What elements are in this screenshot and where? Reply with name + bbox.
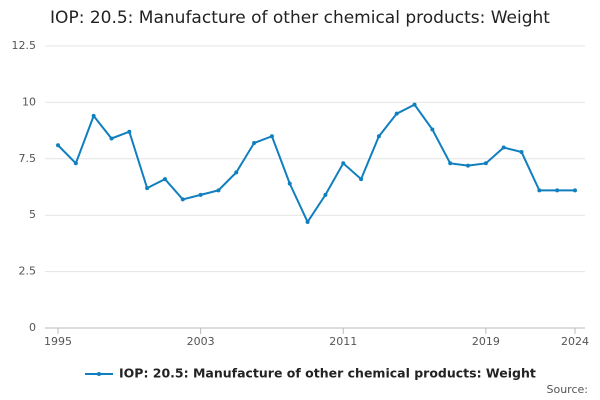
point <box>501 145 506 150</box>
point <box>269 134 274 139</box>
point <box>252 141 257 146</box>
point <box>483 161 488 166</box>
point <box>145 186 150 191</box>
x-tick-label: 2019 <box>472 335 500 348</box>
point <box>394 111 399 116</box>
point <box>73 161 78 166</box>
point <box>448 161 453 166</box>
point <box>573 188 577 193</box>
chart-title: IOP: 20.5: Manufacture of other chemical… <box>50 8 550 28</box>
point <box>323 192 328 197</box>
point <box>305 219 310 224</box>
point <box>287 181 292 186</box>
legend-label: IOP: 20.5: Manufacture of other chemical… <box>119 366 536 381</box>
point <box>127 129 132 134</box>
point <box>376 134 381 139</box>
point <box>412 102 417 107</box>
y-tick-label: 0 <box>29 321 36 334</box>
line <box>57 103 575 225</box>
point <box>109 136 114 141</box>
x-tick-label: 1995 <box>44 335 72 348</box>
y-tick-label: 7.5 <box>19 152 37 165</box>
point <box>234 170 239 175</box>
x-tick-label: 2003 <box>187 335 215 348</box>
point <box>180 197 185 202</box>
y-tick-label: 12.5 <box>12 39 37 52</box>
point <box>198 192 203 197</box>
x-tick-label: 2024 <box>561 335 589 348</box>
y-tick-label: 2.5 <box>19 265 37 278</box>
point <box>430 127 435 132</box>
point <box>56 143 60 148</box>
point <box>537 188 542 193</box>
point <box>555 188 560 193</box>
x-tick-label: 2011 <box>329 335 357 348</box>
point <box>519 150 524 155</box>
point <box>216 188 221 193</box>
y-tick-label: 5 <box>29 208 36 221</box>
point <box>466 163 471 168</box>
y-tick-label: 10 <box>22 95 36 108</box>
point <box>91 113 96 118</box>
legend-marker <box>97 372 101 376</box>
source: Source: <box>547 383 589 396</box>
point <box>341 161 346 166</box>
point <box>359 177 364 182</box>
point <box>162 177 167 182</box>
